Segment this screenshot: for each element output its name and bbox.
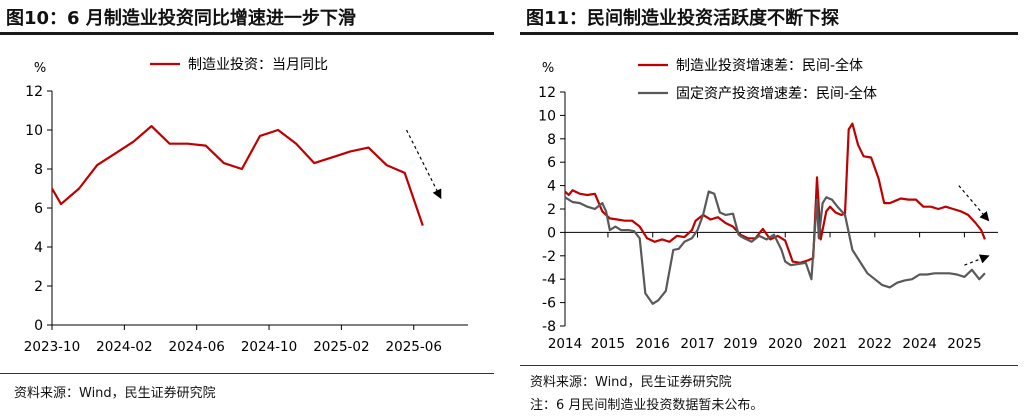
right-x-tick-label: 2019 [723,336,757,352]
right-figure-title: 图11：民间制造业投资活跃度不断下探 [526,8,840,29]
right-y-tick-label: -6 [542,296,556,312]
left-x-tick-label: 2024-10 [241,339,297,355]
right-x-tick-label: 2022 [858,336,892,352]
right-figure: 图11：民间制造业投资活跃度不断下探 % -8 -6 -4 -2 0 2 4 6 8 10 12 201… [520,0,1024,420]
left-figure: 图10：6 月制造业投资同比增速进一步下滑 % 0 2 4 6 8 10 12 2023-10 2… [0,0,500,420]
left-y-tick-label: 12 [25,84,43,100]
left-y-tick-label: 6 [34,201,43,217]
right-x-tick-label: 2016 [636,336,670,352]
left-trend-arrow-1 [405,129,442,200]
right-x-tick-label: 2021 [813,336,847,352]
left-unit-label: % [34,61,46,76]
left-x-tick-label: 2023-10 [24,339,80,355]
right-legend-label-1: 制造业投资增速差：民间-全体 [676,57,863,74]
right-y-tick-label: -2 [542,249,556,265]
right-x-tick-label: 2024 [902,336,936,352]
left-figure-title: 图10：6 月制造业投资同比增速进一步下滑 [6,8,356,29]
right-y-tick-label: 8 [547,132,556,148]
right-source-rule [520,365,1018,366]
right-y-tick-label: 10 [538,108,556,124]
left-legend-label-1: 制造业投资：当月同比 [188,57,328,73]
left-y-tick-label: 2 [34,279,43,295]
right-y-tick-label: 6 [547,155,556,171]
left-y-tick-label: 0 [34,318,43,334]
left-y-tick-label: 4 [34,240,43,256]
right-x-tick-label: 2017 [680,336,714,352]
left-source-rule [0,373,494,374]
right-unit-label: % [542,61,554,76]
right-title-rule [520,32,1018,35]
left-y-tick-label: 10 [25,123,43,139]
right-x-tick-label: 2015 [591,336,625,352]
left-y-tick-label: 8 [34,162,43,178]
right-y-tick-label: -4 [542,272,556,288]
right-y-tick-label: 12 [538,85,556,101]
left-x-tick-label: 2024-06 [168,339,224,355]
left-source-text: 资料来源：Wind，民生证券研究院 [14,386,216,401]
right-line-chart: % -8 -6 -4 -2 0 2 4 6 8 10 12 2014 2015 2016 2017 2019 20… [538,57,998,352]
right-x-tick-label: 2020 [768,336,802,352]
left-x-tick-label: 2025-06 [386,339,442,355]
right-x-tick-label: 2025 [947,336,981,352]
left-series-line-1 [51,124,424,226]
left-line-chart: % 0 2 4 6 8 10 12 2023-10 2024-02 2024-06 2024-10 20… [24,57,468,355]
left-x-tick-label: 2025-02 [313,339,369,355]
right-y-tick-label: -8 [542,319,556,335]
left-title-rule [0,32,494,35]
right-series-line-1 [564,122,986,264]
right-y-tick-label: 4 [547,179,556,195]
right-series-line-2 [564,190,986,305]
left-x-tick-label: 2024-02 [96,339,152,355]
right-note-text: 注：6 月民间制造业投资数据暂未公布。 [530,398,764,413]
right-x-tick-label: 2014 [548,336,582,352]
right-trend-arrow-1 [958,185,990,222]
right-source-text: 资料来源：Wind，民生证券研究院 [530,375,732,390]
right-y-tick-label: 0 [547,225,556,241]
right-trend-arrow-2 [964,254,990,266]
right-legend-label-2: 固定资产投资增速差：民间-全体 [676,85,877,102]
right-y-tick-label: 2 [547,202,556,218]
